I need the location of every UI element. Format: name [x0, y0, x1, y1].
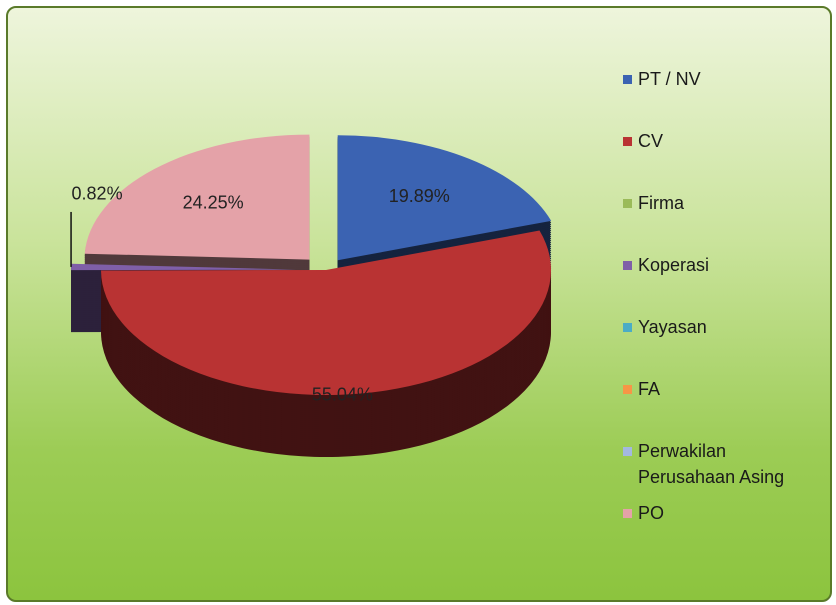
legend-swatch	[623, 323, 632, 332]
data-label: 55.04%	[312, 384, 373, 404]
legend-label: PO	[638, 503, 665, 523]
legend-item: Firma	[623, 190, 830, 216]
legend-swatch	[623, 75, 632, 84]
legend-label: Koperasi	[638, 255, 710, 275]
pie-slice	[101, 230, 551, 395]
data-label: 0.82%	[72, 184, 123, 204]
legend-label: PT / NV	[638, 69, 701, 89]
legend-item: CV	[623, 128, 830, 154]
legend-swatch	[623, 447, 632, 456]
legend-item: Perwakilan Perusahaan Asing	[623, 438, 830, 490]
legend-item: FA	[623, 376, 830, 402]
legend-item: Yayasan	[623, 314, 830, 340]
pie-slice	[337, 135, 552, 261]
legend-swatch	[623, 509, 632, 518]
legend-label: Perwakilan Perusahaan Asing	[638, 441, 785, 487]
pie-slice	[71, 263, 297, 271]
pie-slice	[84, 134, 310, 260]
legend-label: CV	[638, 131, 664, 151]
legend-label: Firma	[638, 193, 684, 213]
legend-item: PO	[623, 500, 830, 526]
data-label: 19.89%	[389, 186, 450, 206]
legend-swatch	[623, 137, 632, 146]
legend-label: Yayasan	[638, 317, 707, 337]
chart-frame: 19.89% 55.04% 0.82% 24.25% PT / NV CV Firma Ko…	[6, 6, 832, 602]
legend-item: PT / NV	[623, 66, 830, 92]
legend-item: Koperasi	[623, 252, 830, 278]
data-label: 24.25%	[183, 192, 244, 212]
legend-swatch	[623, 385, 632, 394]
legend-swatch	[623, 261, 632, 270]
legend-label: FA	[638, 379, 661, 399]
legend-swatch	[623, 199, 632, 208]
chart: 19.89% 55.04% 0.82% 24.25%	[70, 134, 552, 457]
